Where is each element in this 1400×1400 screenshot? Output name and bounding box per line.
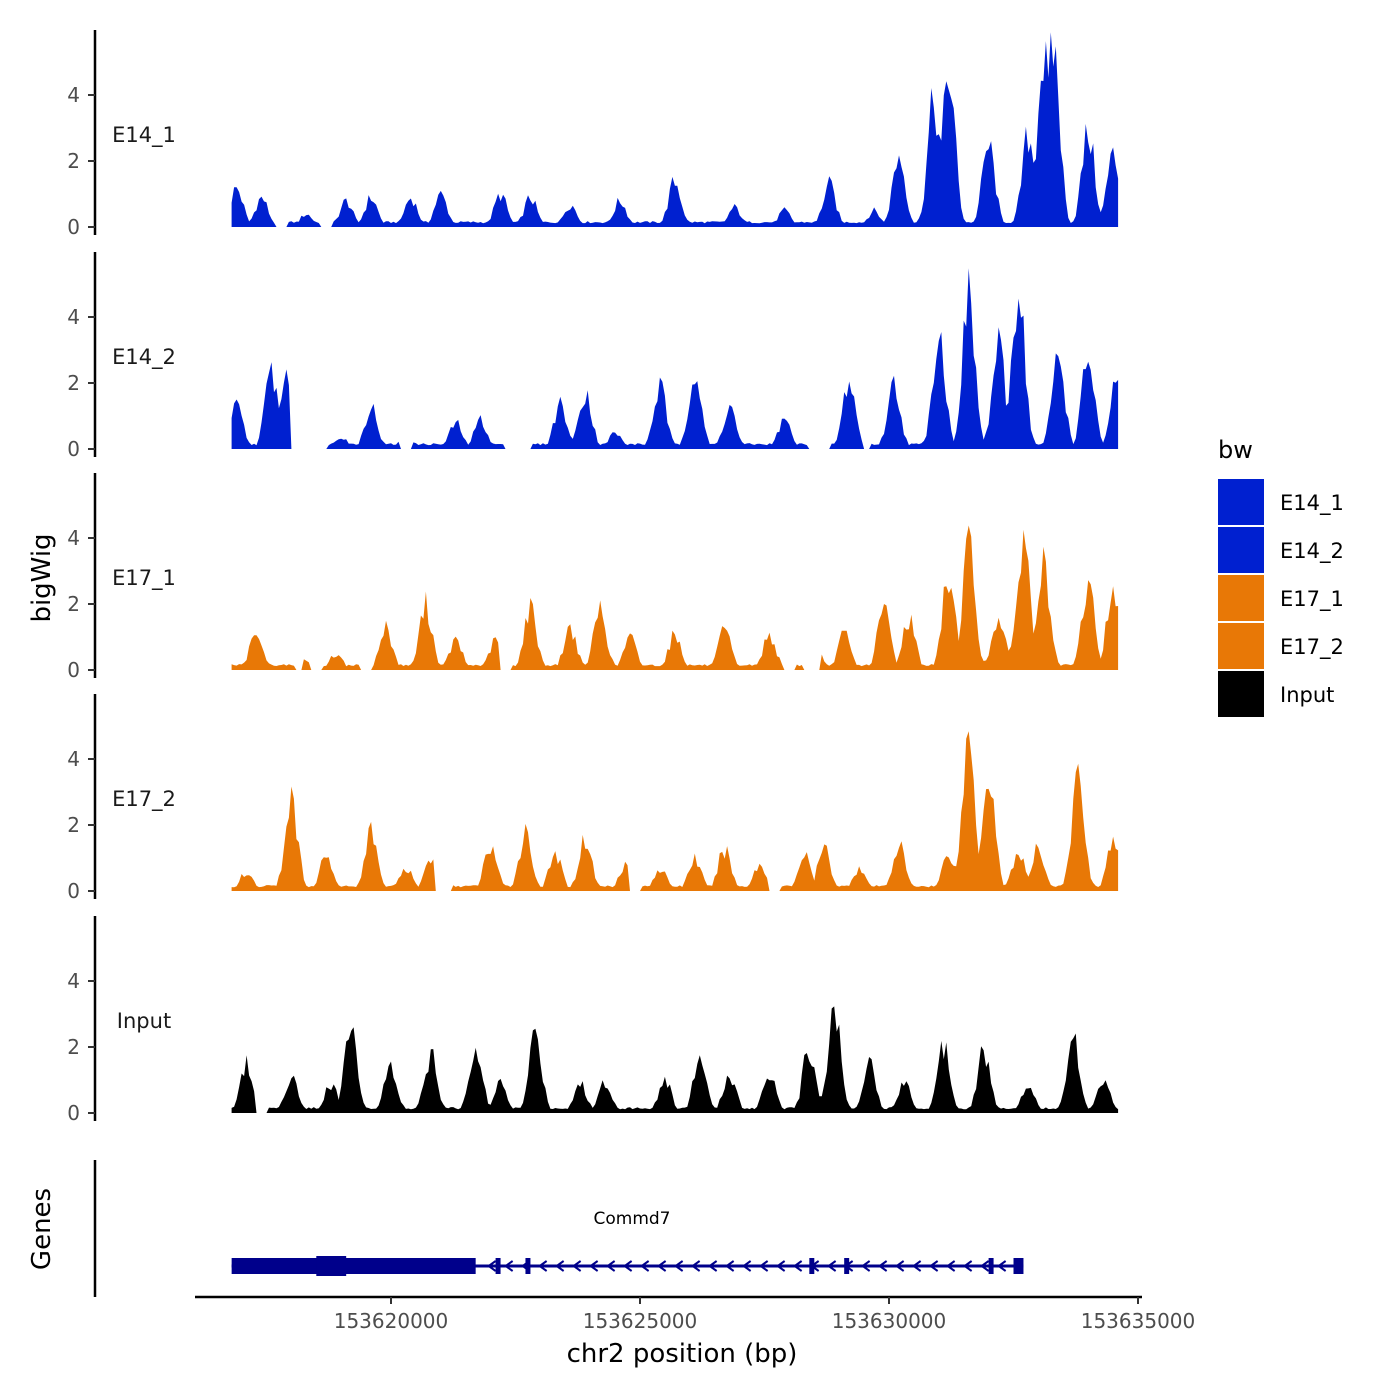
- legend-swatch: [1218, 623, 1264, 669]
- track-e17-2-area: [231, 731, 1119, 891]
- legend-item-input: Input: [1218, 671, 1334, 717]
- strand-arrow: [588, 1260, 599, 1272]
- strand-arrow: [537, 1260, 548, 1272]
- strand-arrow: [673, 1260, 684, 1272]
- y-tick-label: 2: [67, 592, 80, 616]
- strand-arrow: [826, 1260, 837, 1272]
- y-tick-label: 0: [67, 1101, 80, 1125]
- strand-arrow: [945, 1260, 956, 1272]
- y-tick-label: 4: [67, 305, 80, 329]
- y-axis-title: bigWig: [27, 533, 57, 622]
- strand-arrow: [554, 1260, 565, 1272]
- strand-arrow: [860, 1260, 871, 1272]
- strand-arrow: [979, 1260, 990, 1272]
- strand-arrow: [605, 1260, 616, 1272]
- y-tick-label: 4: [67, 526, 80, 550]
- y-tick-label: 2: [67, 1035, 80, 1059]
- genes-axis-title: Genes: [27, 1188, 57, 1270]
- gene-exon: [316, 1256, 347, 1276]
- y-tick-label: 4: [67, 747, 80, 771]
- y-tick-label: 4: [67, 83, 80, 107]
- track-e14-2-area: [231, 268, 1119, 449]
- strand-arrow: [724, 1260, 735, 1272]
- legend-label: E17_1: [1280, 587, 1344, 612]
- strand-arrow: [962, 1260, 973, 1272]
- gene-name-label: Commd7: [594, 1209, 671, 1229]
- y-tick-label: 4: [67, 969, 80, 993]
- track-e14-1-area: [231, 32, 1119, 227]
- track-e14-2: 0 2 4 E14_2: [67, 252, 1119, 461]
- strand-arrow: [707, 1260, 718, 1272]
- strand-arrow: [775, 1260, 786, 1272]
- strand-arrow: [690, 1260, 701, 1272]
- x-tick-label: 153630000: [832, 1309, 947, 1333]
- y-tick-label: 0: [67, 658, 80, 682]
- strand-arrow: [928, 1260, 939, 1272]
- track-label: Input: [117, 1009, 171, 1033]
- legend: bw E14_1 E14_2 E17_1 E17_2 Input: [1218, 436, 1344, 717]
- gene-exon: [495, 1258, 501, 1274]
- track-e17-2: 0 2 4 E17_2: [67, 694, 1119, 903]
- legend-item-e17-1: E17_1: [1218, 575, 1344, 621]
- strand-arrow: [996, 1260, 1007, 1272]
- strand-arrow: [639, 1260, 650, 1272]
- strand-arrow: [792, 1260, 803, 1272]
- legend-title: bw: [1218, 436, 1253, 464]
- legend-swatch: [1218, 671, 1264, 717]
- track-input: 0 2 4 Input: [67, 916, 1119, 1125]
- strand-arrow: [741, 1260, 752, 1272]
- gene-exon: [1013, 1258, 1024, 1274]
- x-axis-title: chr2 position (bp): [567, 1339, 798, 1369]
- track-label: E14_1: [112, 123, 176, 148]
- strand-arrow: [911, 1260, 922, 1272]
- legend-item-e14-1: E14_1: [1218, 479, 1344, 525]
- gene-exon: [844, 1258, 850, 1274]
- legend-swatch: [1218, 575, 1264, 621]
- x-tick-label: 153635000: [1081, 1309, 1196, 1333]
- y-tick-label: 2: [67, 149, 80, 173]
- y-tick-label: 2: [67, 813, 80, 837]
- track-label: E17_2: [112, 787, 176, 812]
- coverage-tracks: 0 2 4 E14_1 0 2 4 E14_2 0 2 4 E17_1 0 2 4 E17_2 0 2 4 Input: [67, 30, 1119, 1125]
- track-e14-1: 0 2 4 E14_1: [67, 30, 1119, 239]
- strand-arrow: [571, 1260, 582, 1272]
- strand-arrow: [486, 1260, 497, 1272]
- gene-exon: [231, 1258, 476, 1274]
- y-tick-label: 2: [67, 371, 80, 395]
- legend-label: E17_2: [1280, 635, 1344, 660]
- y-tick-label: 0: [67, 215, 80, 239]
- strand-arrow: [656, 1260, 667, 1272]
- legend-item-e14-2: E14_2: [1218, 527, 1344, 573]
- track-label: E14_2: [112, 345, 176, 370]
- track-label: E17_1: [112, 566, 176, 591]
- strand-arrow: [894, 1260, 905, 1272]
- x-tick-label: 153625000: [583, 1309, 698, 1333]
- legend-swatch: [1218, 479, 1264, 525]
- legend-label: E14_1: [1280, 491, 1344, 516]
- legend-item-e17-2: E17_2: [1218, 623, 1344, 669]
- track-e17-1-area: [231, 525, 1119, 670]
- x-tick-label: 153620000: [334, 1309, 449, 1333]
- legend-swatch: [1218, 527, 1264, 573]
- y-tick-label: 0: [67, 879, 80, 903]
- strand-arrow: [877, 1260, 888, 1272]
- track-e17-1: 0 2 4 E17_1: [67, 473, 1119, 682]
- gene-exon: [525, 1258, 531, 1274]
- strand-arrow: [503, 1260, 514, 1272]
- track-input-area: [231, 1006, 1119, 1113]
- gene-track: Commd7: [93, 1160, 1024, 1297]
- gene-exon: [988, 1258, 994, 1274]
- legend-label: E14_2: [1280, 539, 1344, 564]
- strand-arrow: [622, 1260, 633, 1272]
- gene-exon: [809, 1258, 815, 1274]
- y-tick-label: 0: [67, 437, 80, 461]
- x-axis: 153620000 153625000 153630000 153635000: [195, 1295, 1196, 1333]
- strand-arrow: [758, 1260, 769, 1272]
- legend-label: Input: [1280, 683, 1334, 707]
